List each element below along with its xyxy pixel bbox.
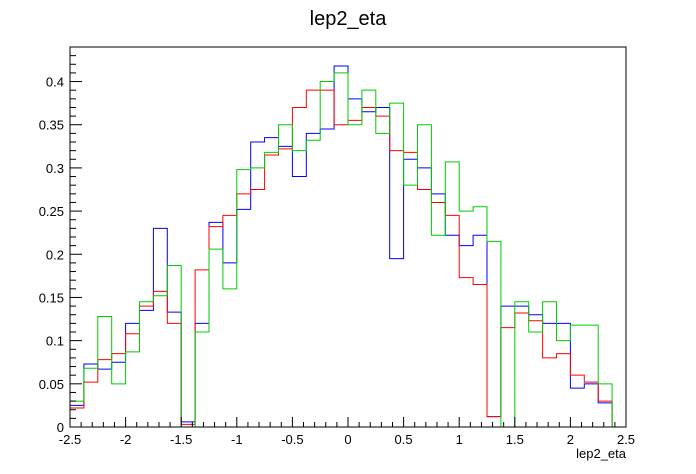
y-tick-label: 0.15: [39, 290, 64, 305]
y-tick-label: 0.05: [39, 377, 64, 392]
x-tick-label: 1.5: [506, 432, 524, 447]
y-tick-label: 0.1: [46, 334, 64, 349]
y-tick-label: 0.4: [46, 75, 64, 90]
y-tick-label: 0.25: [39, 204, 64, 219]
x-tick-label: 0: [344, 432, 351, 447]
x-tick-label: -2.5: [59, 432, 81, 447]
x-tick-label: -1.5: [170, 432, 192, 447]
chart-title: lep2_eta: [310, 8, 388, 30]
y-tick-label: 0.2: [46, 247, 64, 262]
x-tick-label: -0.5: [281, 432, 303, 447]
x-tick-label: -2: [120, 432, 132, 447]
x-tick-label: -1: [231, 432, 243, 447]
x-tick-label: 2.5: [617, 432, 635, 447]
y-axis: 0 0.05 0.1 0.15 0.2 0.25 0.3 0.35 0.4: [39, 46, 82, 435]
x-tick-label: 2: [567, 432, 574, 447]
x-axis-label: lep2_eta: [576, 446, 627, 461]
y-tick-label: 0.35: [39, 118, 64, 133]
y-tick-label: 0.3: [46, 161, 64, 176]
series-line-3: [69, 72, 626, 428]
x-axis: -2.5 -2 -1.5 -1 -0.5 0 0.5 1 1.5 2 2.5: [59, 417, 635, 447]
y-tick-label: 0: [57, 420, 64, 435]
x-tick-label: 0.5: [395, 432, 413, 447]
series-layer: [69, 65, 626, 428]
x-tick-label: 1: [456, 432, 463, 447]
